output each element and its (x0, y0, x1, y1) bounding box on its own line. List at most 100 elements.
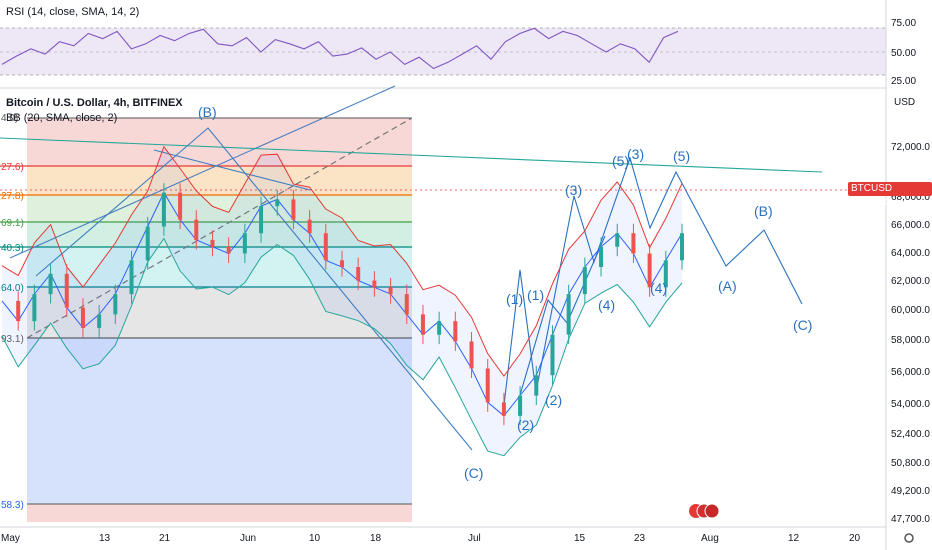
candle-body (161, 192, 166, 227)
wave-labels: (B) (C) (1) (1) (2) (2) (3) (3) (4) (4) … (198, 104, 812, 481)
price-tick: 50,800.0 (891, 458, 930, 469)
fib-label-7: 58.3) (1, 500, 24, 511)
candle-body (501, 402, 506, 416)
candle-body (64, 273, 69, 308)
rsi-line (1, 27, 679, 70)
symbol-title[interactable]: Bitcoin / U.S. Dollar, 4h, BITFINEX (6, 97, 183, 109)
candle-body (145, 226, 150, 261)
candle-body (518, 395, 523, 416)
price-tick: 52,400.0 (891, 429, 930, 440)
flag-icon[interactable] (689, 503, 720, 519)
candle-body (323, 233, 328, 261)
price-tick: 58,000.0 (891, 335, 930, 346)
candle-body (388, 287, 393, 295)
price-axis[interactable]: 75.00 50.00 25.00 72,000.0 68,000.0 66,000… (885, 0, 930, 550)
wave-label-c: (C) (793, 317, 812, 333)
price-tick: 72,000.0 (891, 142, 930, 153)
time-tick: May (1, 533, 20, 544)
candle-body (16, 300, 21, 322)
price-tick: 54,000.0 (891, 399, 930, 410)
candle-body (599, 246, 604, 268)
wave-label-3a: (3) (565, 182, 582, 198)
candle-body (97, 314, 102, 328)
candle-body (194, 219, 199, 240)
wave-label-3b: (3) (627, 146, 644, 162)
time-tick: 12 (788, 533, 800, 544)
time-tick: 13 (99, 533, 111, 544)
candle-body (356, 267, 361, 281)
wave-label-5b: (5) (673, 148, 690, 164)
time-tick: 21 (159, 533, 171, 544)
time-tick: 20 (849, 533, 861, 544)
fib-label-2: 27.8) (1, 191, 24, 202)
candle-body (210, 239, 215, 247)
wave-label-a: (A) (718, 278, 737, 294)
candle-body (582, 267, 587, 295)
wave-label-2b: (2) (545, 392, 562, 408)
wave-label-b-primary: (B) (198, 104, 217, 120)
price-tick: 60,000.0 (891, 305, 930, 316)
candle-body (226, 246, 231, 254)
price-badge-symbol: BTCUSD (851, 183, 893, 194)
candle-body (340, 260, 344, 268)
candle-body (485, 368, 490, 403)
time-axis[interactable]: May 13 21 Jun 10 18 Jul 15 23 Aug 12 20 (0, 526, 886, 544)
candle-body (307, 219, 312, 234)
time-tick: 23 (634, 533, 646, 544)
bb-upper-line (1, 145, 683, 377)
rsi-tick-25: 25.00 (891, 76, 916, 87)
candle-body (550, 334, 555, 376)
wave-label-4b: (4) (650, 280, 667, 296)
candle-body (534, 375, 539, 396)
candle-body (178, 192, 183, 220)
time-tick: Jul (468, 533, 481, 544)
rsi-indicator-title[interactable]: RSI (14, close, SMA, 14, 2) (6, 6, 140, 18)
settings-icon[interactable] (904, 533, 914, 543)
price-tick: 49,200.0 (891, 486, 930, 497)
wave-label-2a: (2) (517, 417, 534, 433)
price-tick: 56,000.0 (891, 367, 930, 378)
bb-indicator-title[interactable]: BB (20, SMA, close, 2) (6, 112, 118, 124)
fib-label-3: 69.1) (1, 218, 24, 229)
candle-body (404, 294, 409, 315)
wave-label-4a: (4) (598, 297, 615, 313)
candle-body (291, 199, 296, 220)
rsi-pane (0, 27, 886, 89)
candle-body (647, 253, 652, 288)
candle-body (372, 280, 377, 288)
candle-body (566, 294, 571, 335)
candle-body (32, 294, 37, 322)
wave-label-c-primary: (C) (464, 465, 483, 481)
candle-body (420, 314, 425, 335)
candle-body (680, 233, 684, 261)
fib-label-0: 4.0) (1, 113, 18, 124)
candle-body (275, 199, 280, 207)
candle-body (259, 206, 264, 234)
price-tick: 66,000.0 (891, 220, 930, 231)
time-tick: Aug (701, 533, 719, 544)
price-tick: 64,000.0 (891, 248, 930, 259)
price-tick: 62,000.0 (891, 276, 930, 287)
candle-body (615, 233, 620, 247)
candle-body (437, 321, 442, 335)
time-tick: 15 (574, 533, 586, 544)
currency-label[interactable]: USD (894, 97, 916, 108)
fib-label-1: 27.6) (1, 162, 24, 173)
time-tick: 10 (309, 533, 321, 544)
fib-label-6: 93.1) (1, 334, 24, 345)
candle-body (48, 273, 53, 295)
wave-label-b: (B) (754, 203, 773, 219)
candle-body (663, 260, 668, 288)
price-tick: 68,000.0 (891, 192, 930, 203)
price-badge-value: 68,662.0 (851, 197, 890, 208)
wave-label-1b: (1) (527, 287, 544, 303)
trend-lines (0, 85, 848, 451)
rsi-tick-75: 75.00 (891, 18, 916, 29)
candle-body (113, 294, 118, 315)
candle-body (80, 307, 85, 328)
price-candles (16, 183, 684, 426)
wave-label-1a: (1) (506, 291, 523, 307)
candle-body (129, 260, 134, 295)
candle-body (631, 233, 636, 254)
